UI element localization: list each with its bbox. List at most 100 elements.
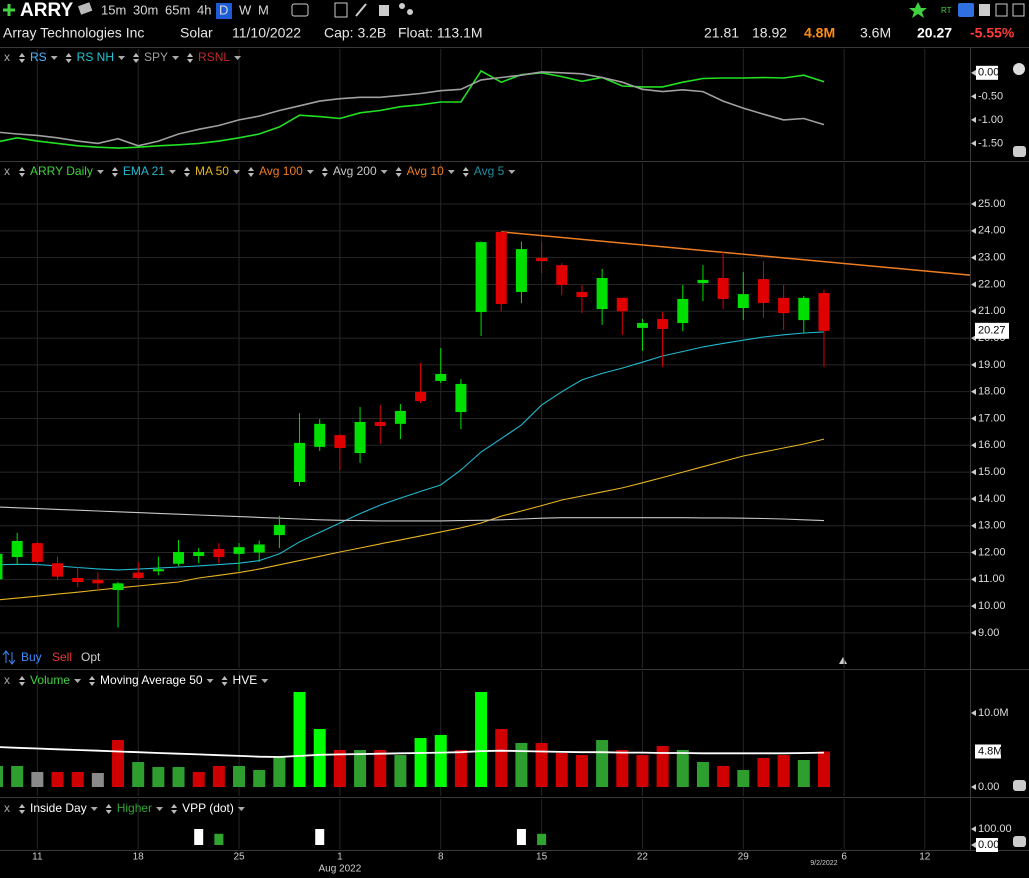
move-icon[interactable]: [221, 676, 228, 686]
dropdown-caret[interactable]: [306, 170, 314, 174]
bar: [777, 755, 790, 787]
y-tick-label: 10.00: [978, 600, 1006, 612]
dropdown-caret[interactable]: [508, 170, 516, 174]
move-icon[interactable]: [187, 53, 194, 63]
timeframe-button[interactable]: 15m: [101, 2, 126, 17]
move-icon[interactable]: [183, 167, 190, 177]
legend-entry[interactable]: MA 50: [195, 164, 229, 178]
share-icon[interactable]: [399, 3, 405, 9]
dropdown-caret[interactable]: [118, 56, 126, 60]
change: -5.55%: [970, 25, 1015, 41]
text-icon[interactable]: [291, 3, 309, 17]
timeframe-button[interactable]: M: [258, 2, 269, 17]
legend-entry[interactable]: Higher: [117, 801, 152, 815]
scroll-marker[interactable]: [839, 657, 847, 664]
legend-entry[interactable]: RS: [30, 50, 47, 64]
ticket-icon[interactable]: [77, 2, 93, 15]
favorite-icon[interactable]: [909, 2, 927, 18]
tick-mark: [971, 603, 976, 610]
bar: [656, 746, 669, 787]
close-pane[interactable]: x: [4, 50, 10, 64]
collapse-icon[interactable]: [1013, 780, 1026, 791]
close-pane[interactable]: x: [4, 673, 10, 687]
dropdown-caret[interactable]: [380, 170, 388, 174]
dropdown-caret[interactable]: [50, 56, 58, 60]
symbol[interactable]: ARRY: [20, 0, 73, 21]
move-icon[interactable]: [19, 676, 25, 686]
dropdown-caret[interactable]: [172, 56, 180, 60]
move-icon[interactable]: [19, 53, 25, 63]
trade-button[interactable]: Sell: [52, 650, 72, 664]
candle-body: [818, 293, 830, 331]
close-pane[interactable]: x: [4, 801, 10, 815]
timeframe-button[interactable]: 65m: [165, 2, 190, 17]
legend-entry[interactable]: Avg 10: [407, 164, 444, 178]
move-icon[interactable]: [321, 167, 328, 177]
timeframe-button[interactable]: 4h: [197, 2, 211, 17]
collapse-icon[interactable]: [1013, 836, 1026, 847]
legend-entry[interactable]: VPP (dot): [182, 801, 234, 815]
trade-button[interactable]: Opt: [81, 650, 101, 664]
dropdown-caret[interactable]: [168, 170, 176, 174]
candle-body: [798, 297, 810, 321]
trade-icon[interactable]: [2, 650, 16, 665]
dropdown-caret[interactable]: [96, 170, 104, 174]
dropdown-caret[interactable]: [206, 679, 214, 683]
dropdown-caret[interactable]: [234, 56, 242, 60]
legend-entry[interactable]: RS NH: [77, 50, 114, 64]
move-icon[interactable]: [247, 167, 254, 177]
move-icon[interactable]: [395, 167, 402, 177]
timeframe-button[interactable]: 30m: [133, 2, 158, 17]
legend-entry[interactable]: Moving Average 50: [100, 673, 203, 687]
y-tick-label: 10.0M: [978, 707, 1009, 719]
move-icon[interactable]: [133, 53, 140, 63]
window-icon[interactable]: [1012, 3, 1025, 17]
legend-entry[interactable]: RSNL: [198, 50, 230, 64]
draw-icon[interactable]: [355, 3, 367, 17]
move-icon[interactable]: [89, 676, 96, 686]
y-tick-label: 15.00: [978, 466, 1006, 478]
x-tick-label: 25: [233, 852, 245, 863]
rt-icon[interactable]: RT: [941, 6, 952, 15]
legend-entry[interactable]: SPY: [144, 50, 168, 64]
move-icon[interactable]: [65, 53, 72, 63]
tick-mark: [971, 388, 976, 395]
legend-entry[interactable]: Inside Day: [30, 801, 87, 815]
dropdown-caret[interactable]: [90, 807, 98, 811]
dropdown-caret[interactable]: [237, 807, 245, 811]
move-icon[interactable]: [462, 167, 469, 177]
legend-entry[interactable]: ARRY Daily: [30, 164, 93, 178]
legend-entry[interactable]: Volume: [30, 673, 70, 687]
window-icon[interactable]: [995, 3, 1008, 17]
copy-icon[interactable]: [379, 5, 389, 16]
last-price-label: 20.27: [978, 325, 1006, 337]
move-icon[interactable]: [171, 804, 178, 814]
legend-entry[interactable]: Avg 200: [333, 164, 377, 178]
color-icon[interactable]: [1013, 63, 1025, 75]
trade-button[interactable]: Buy: [21, 650, 42, 664]
add-icon[interactable]: [3, 4, 15, 16]
tick-mark: [971, 842, 976, 848]
s-icon[interactable]: [958, 3, 974, 17]
close-pane[interactable]: x: [4, 164, 10, 178]
dropdown-caret[interactable]: [74, 679, 82, 683]
dropdown-caret[interactable]: [447, 170, 455, 174]
move-icon[interactable]: [19, 167, 25, 177]
tick-mark: [971, 415, 976, 422]
calc-icon[interactable]: [334, 2, 348, 18]
dropdown-caret[interactable]: [232, 170, 240, 174]
timeframe-button[interactable]: D: [219, 2, 228, 17]
legend-entry[interactable]: EMA 21: [123, 164, 165, 178]
dropdown-caret[interactable]: [156, 807, 164, 811]
move-icon[interactable]: [19, 804, 25, 814]
collapse-icon[interactable]: [1013, 146, 1026, 157]
dropdown-caret[interactable]: [261, 679, 269, 683]
legend-entry[interactable]: Avg 100: [259, 164, 303, 178]
legend-entry[interactable]: HVE: [233, 673, 258, 687]
move-icon[interactable]: [105, 804, 112, 814]
save-icon[interactable]: [979, 4, 990, 16]
timeframe-button[interactable]: W: [239, 2, 252, 17]
legend-entry[interactable]: Avg 5: [474, 164, 505, 178]
bar: [253, 769, 266, 787]
move-icon[interactable]: [111, 167, 118, 177]
